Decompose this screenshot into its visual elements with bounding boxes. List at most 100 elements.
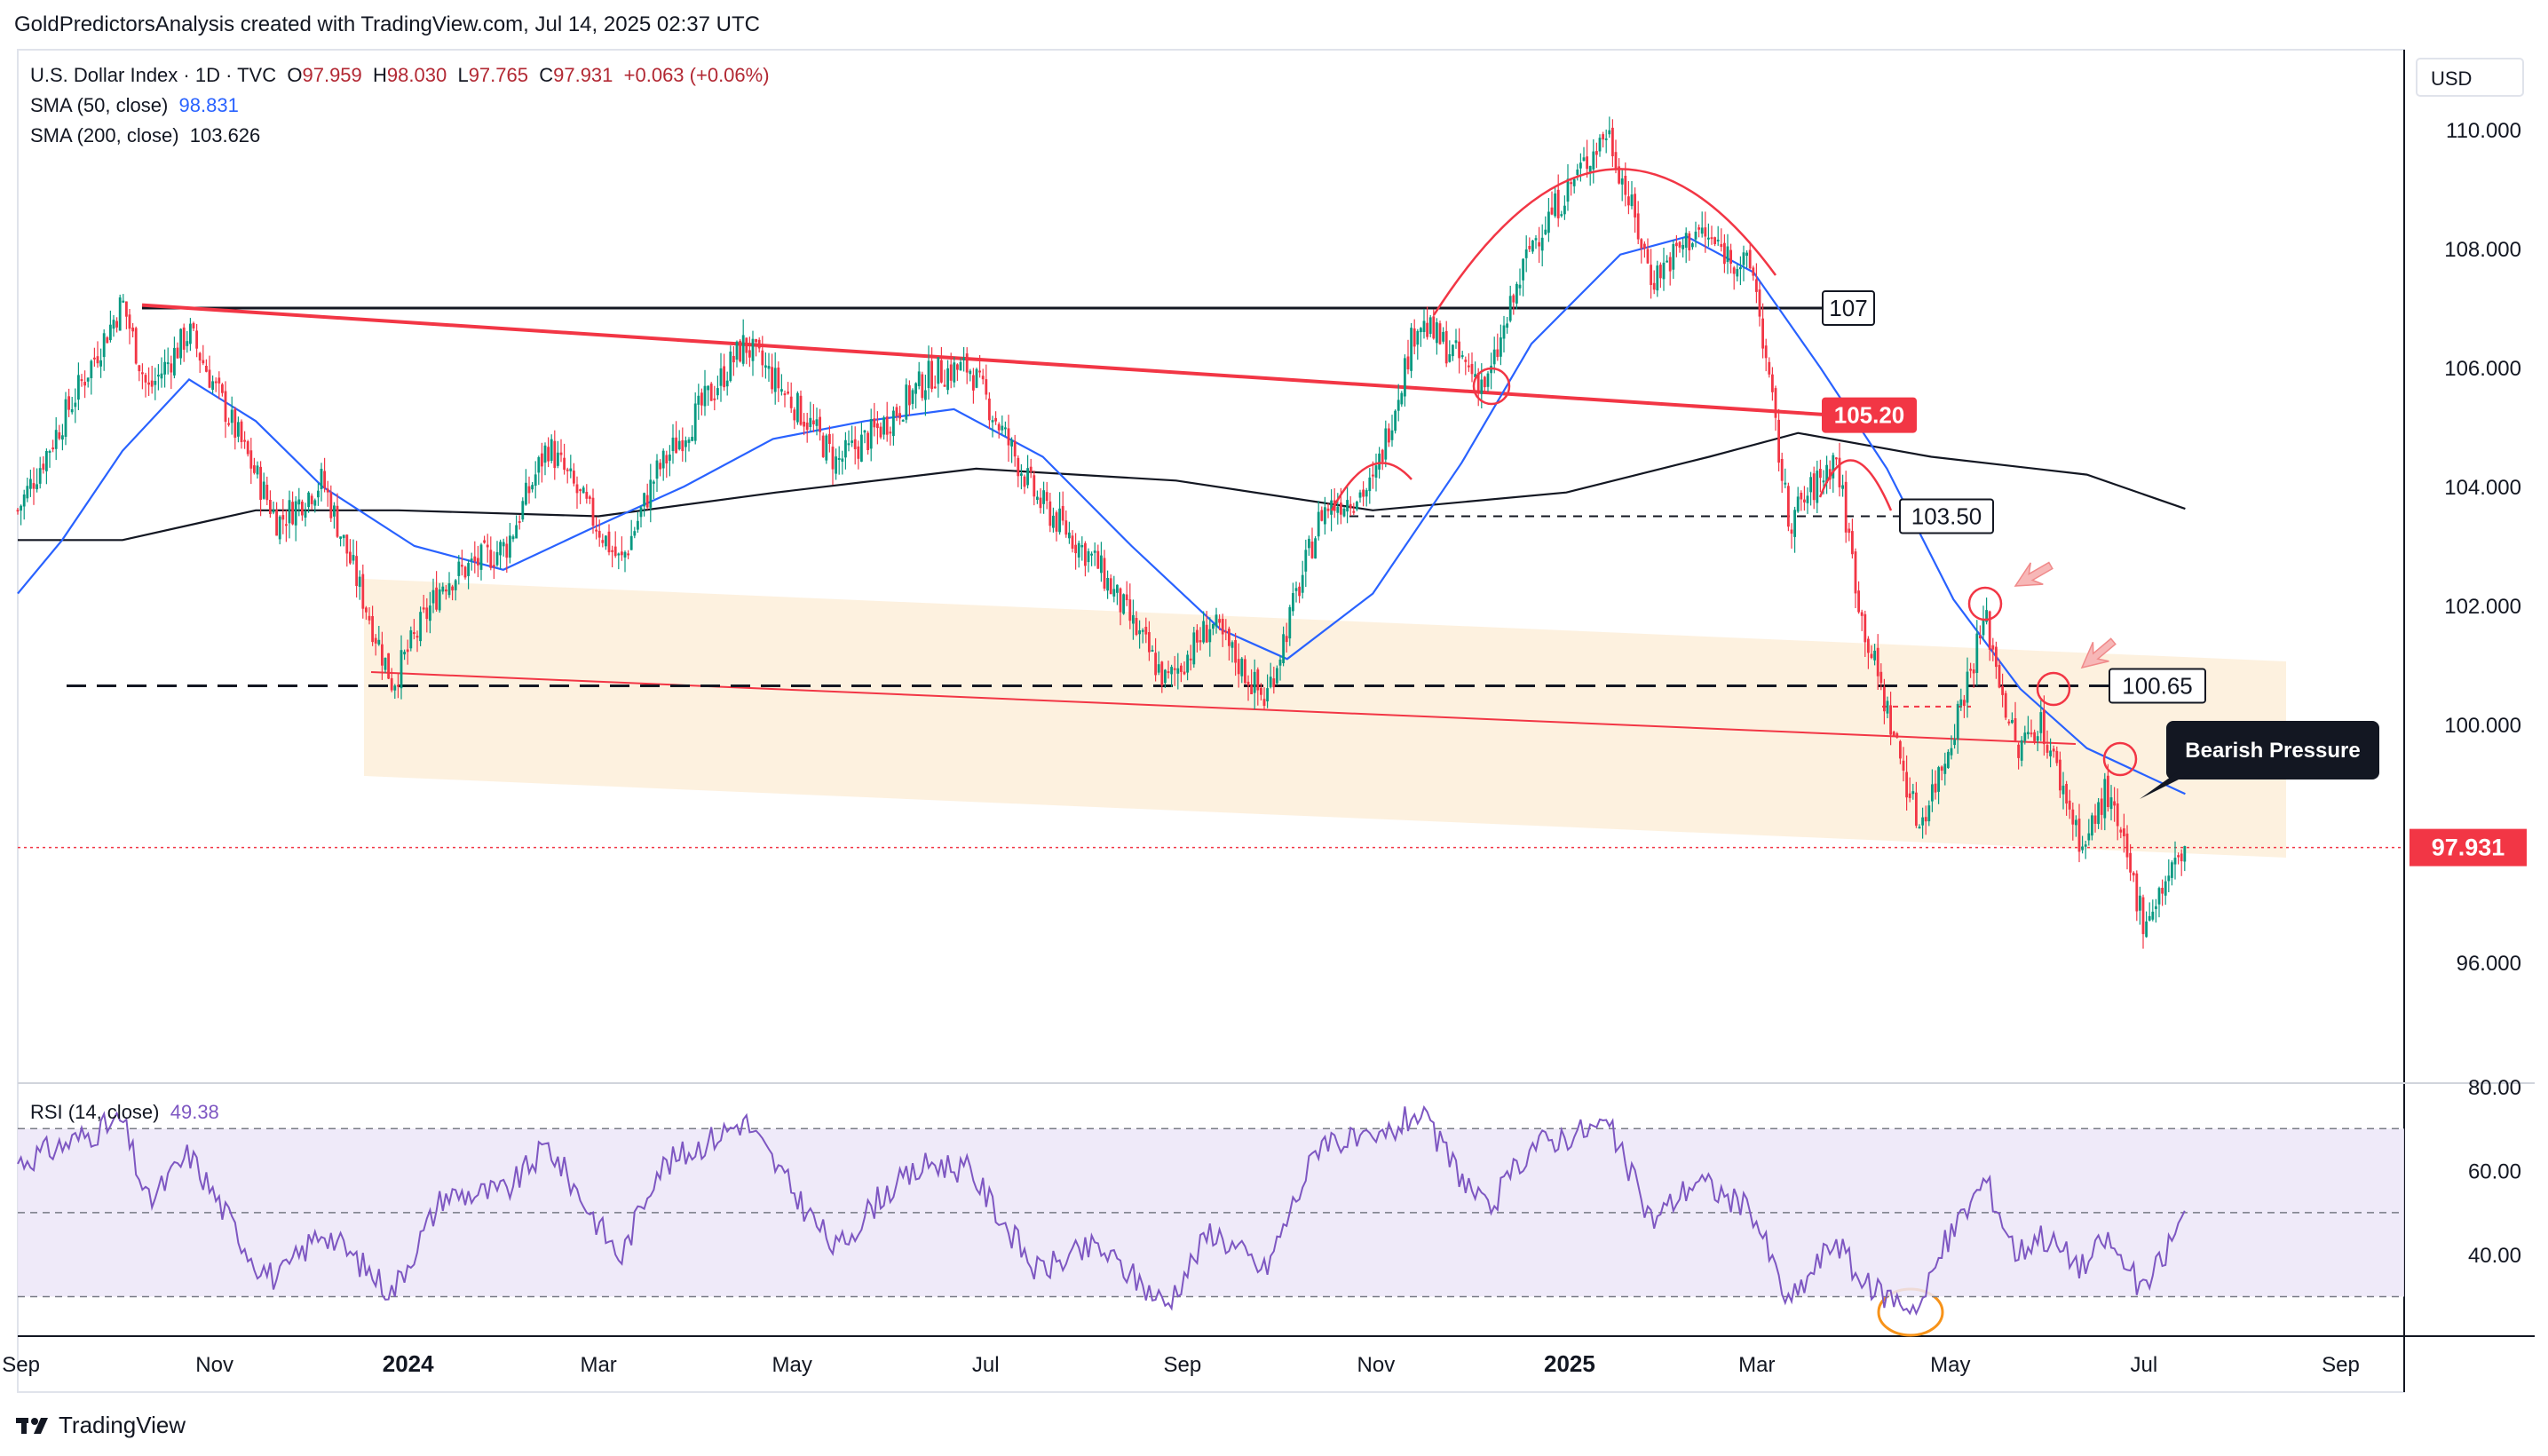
candle-body bbox=[112, 320, 115, 329]
candle-body bbox=[1301, 574, 1304, 593]
price-candle bbox=[917, 361, 921, 390]
price-candle bbox=[499, 539, 502, 569]
candle-body bbox=[803, 422, 805, 427]
level-label-103-50: 103.50 bbox=[1899, 498, 1994, 534]
price-candle bbox=[1164, 669, 1167, 688]
candle-body bbox=[1058, 508, 1061, 533]
price-candle bbox=[2151, 899, 2155, 922]
candle-body bbox=[102, 333, 106, 358]
candle-body bbox=[1272, 678, 1276, 688]
price-candle bbox=[1026, 455, 1029, 489]
price-candle bbox=[1013, 434, 1017, 467]
currency-label: USD bbox=[2431, 67, 2472, 90]
price-candle bbox=[1902, 747, 1905, 782]
candle-body bbox=[2043, 709, 2046, 745]
price-candle bbox=[645, 483, 649, 510]
candle-body bbox=[735, 341, 739, 360]
candle-body bbox=[591, 497, 595, 526]
candle-body bbox=[665, 455, 669, 463]
price-candle bbox=[1950, 735, 1953, 760]
candle-body bbox=[550, 439, 553, 461]
price-candle bbox=[1260, 683, 1262, 700]
price-candle bbox=[20, 504, 22, 526]
tradingview-logo[interactable]: TradingView bbox=[16, 1412, 186, 1439]
price-candle bbox=[179, 328, 182, 365]
candle-body bbox=[1250, 684, 1253, 694]
price-candle bbox=[1745, 249, 1748, 268]
candle-body bbox=[885, 416, 889, 435]
candle-body bbox=[1678, 241, 1682, 248]
candle-body bbox=[831, 447, 835, 470]
price-candle bbox=[237, 416, 240, 443]
price-candle bbox=[892, 406, 895, 446]
price-candle bbox=[2107, 764, 2109, 812]
price-candle bbox=[1809, 471, 1812, 506]
small-top-arc-1 bbox=[1330, 462, 1412, 511]
price-candle bbox=[1528, 237, 1531, 252]
candle-body bbox=[597, 530, 601, 538]
candle-body bbox=[917, 371, 921, 386]
time-tick-label: Jul bbox=[972, 1353, 1000, 1377]
candle-body bbox=[819, 416, 821, 432]
candle-body bbox=[1106, 578, 1109, 591]
candle-body bbox=[1023, 476, 1026, 487]
price-candle bbox=[1090, 551, 1093, 566]
price-candle bbox=[687, 437, 691, 452]
price-candle bbox=[1895, 732, 1899, 739]
arrow-shape bbox=[2014, 561, 2053, 587]
candle-body bbox=[1260, 687, 1262, 695]
price-candle bbox=[582, 485, 585, 494]
candle-body bbox=[969, 370, 972, 375]
price-candle bbox=[1540, 224, 1544, 266]
currency-button[interactable]: USD bbox=[2416, 58, 2524, 97]
price-candle bbox=[2084, 841, 2087, 859]
candle-body bbox=[716, 388, 719, 396]
price-candle bbox=[531, 482, 534, 493]
price-candle bbox=[534, 461, 537, 499]
candle-body bbox=[1934, 783, 1937, 793]
candle-body bbox=[409, 630, 413, 649]
candle-body bbox=[413, 632, 415, 635]
price-candle bbox=[665, 450, 669, 479]
price-candle bbox=[147, 367, 150, 396]
price-candle bbox=[112, 314, 115, 337]
price-candle bbox=[1915, 781, 1918, 828]
candle-body bbox=[445, 590, 447, 592]
price-candle bbox=[77, 362, 80, 410]
price-candle bbox=[975, 368, 978, 389]
sma200-legend[interactable]: SMA (200, close) 103.626 bbox=[30, 121, 770, 151]
rsi-legend[interactable]: RSI (14, close) 49.38 bbox=[30, 1101, 219, 1124]
candle-body bbox=[959, 361, 962, 371]
price-candle bbox=[1500, 324, 1502, 366]
candle-body bbox=[1672, 244, 1675, 270]
price-candle bbox=[429, 591, 431, 634]
price-candle bbox=[259, 461, 262, 517]
price-candle bbox=[1460, 351, 1464, 360]
candle-body bbox=[61, 435, 64, 440]
price-candle bbox=[1138, 620, 1141, 649]
price-candle bbox=[723, 353, 725, 392]
candle-body bbox=[2151, 911, 2155, 920]
candle-body bbox=[1618, 166, 1620, 184]
candle-body bbox=[1474, 374, 1476, 377]
price-candle bbox=[1694, 221, 1697, 248]
candle-body bbox=[1883, 686, 1886, 712]
price-candle bbox=[2077, 803, 2081, 863]
symbol-row[interactable]: U.S. Dollar Index · 1D · TVC O97.959 H98… bbox=[30, 60, 770, 91]
rsi-label: RSI (14, close) bbox=[30, 1101, 160, 1123]
candle-body bbox=[1640, 239, 1643, 249]
price-candle bbox=[669, 445, 671, 477]
price-candle bbox=[1301, 560, 1304, 599]
change-value: +0.063 (+0.06%) bbox=[623, 64, 770, 86]
candle-body bbox=[1128, 599, 1132, 621]
candle-body bbox=[176, 347, 179, 359]
price-candle bbox=[1508, 285, 1512, 323]
candle-body bbox=[499, 542, 502, 556]
price-candle bbox=[313, 498, 317, 513]
price-candle bbox=[1436, 318, 1438, 355]
candle-body bbox=[2020, 740, 2023, 761]
candle-body bbox=[45, 451, 48, 471]
sma50-legend[interactable]: SMA (50, close) 98.831 bbox=[30, 91, 770, 121]
price-candle bbox=[166, 347, 170, 375]
